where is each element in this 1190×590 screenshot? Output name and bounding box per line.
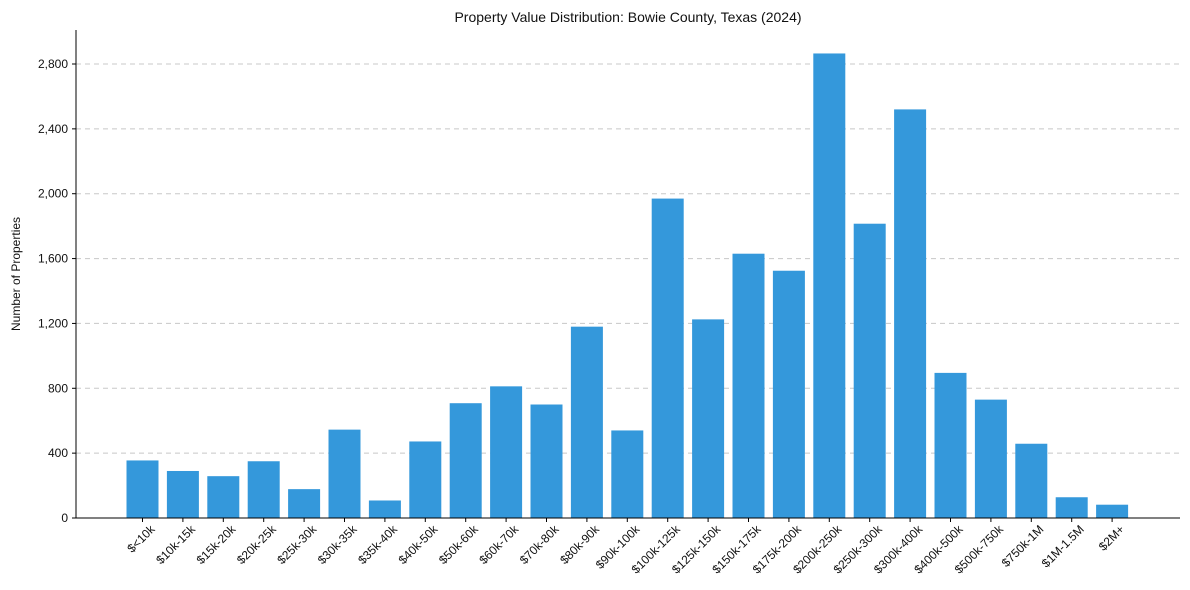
bar (247, 461, 280, 518)
x-tick-label: $30k-35k (315, 522, 361, 568)
x-tick-label: $1M-1.5M (1039, 522, 1087, 570)
bar (166, 470, 199, 518)
bar (570, 326, 603, 518)
bar (934, 372, 967, 518)
x-tick-label: $25k-30k (274, 522, 320, 568)
bar (328, 429, 361, 518)
x-tick-label: $70k-80k (517, 522, 563, 568)
x-tick-label: $750k-1M (999, 522, 1047, 570)
bar (449, 403, 482, 518)
bar (288, 489, 321, 518)
bar (813, 53, 846, 518)
bar (1096, 504, 1129, 518)
bar (1055, 497, 1088, 518)
bar (974, 399, 1007, 518)
bar (772, 270, 805, 518)
y-tick-label: 0 (61, 511, 68, 525)
bar (692, 319, 725, 518)
x-tick-label: $15k-20k (194, 522, 240, 568)
y-tick-label: 2,400 (38, 122, 68, 136)
x-tick-label: $2M+ (1096, 522, 1127, 553)
y-tick-label: 1,200 (38, 316, 68, 330)
gridlines (76, 63, 1180, 454)
bar (1015, 443, 1048, 518)
bar (490, 386, 523, 518)
bar (651, 198, 684, 519)
x-tick-label: $10k-15k (153, 522, 199, 568)
bar (207, 476, 240, 518)
chart-title: Property Value Distribution: Bowie Count… (454, 9, 801, 25)
y-tick-label: 800 (48, 381, 68, 395)
y-tick-label: 1,600 (38, 252, 68, 266)
bar (368, 500, 401, 518)
y-tick-label: 2,000 (38, 187, 68, 201)
x-tick-label: $40k-50k (396, 522, 442, 568)
x-tick-label: $35k-40k (355, 522, 401, 568)
x-tick-label: $50k-60k (436, 522, 482, 568)
x-tick-label: $60k-70k (476, 522, 522, 568)
bar (894, 109, 927, 519)
bar (853, 223, 886, 519)
bar (611, 430, 644, 518)
y-tick-label: 2,800 (38, 57, 68, 71)
y-axis-ticks: 0 400 800 1,200 1,600 2,000 2,400 2,800 (38, 57, 76, 525)
y-tick-label: 400 (48, 446, 68, 460)
bar (530, 404, 563, 518)
bar (732, 253, 765, 518)
x-tick-label: $20k-25k (234, 522, 280, 568)
bar (126, 460, 159, 518)
x-tick-label: $<10k (124, 522, 158, 556)
x-axis-ticks: $<10k$10k-15k$15k-20k$20k-25k$25k-30k$30… (124, 518, 1127, 576)
bar (409, 441, 442, 518)
bars (126, 53, 1129, 519)
y-axis-label: Number of Properties (9, 217, 23, 331)
